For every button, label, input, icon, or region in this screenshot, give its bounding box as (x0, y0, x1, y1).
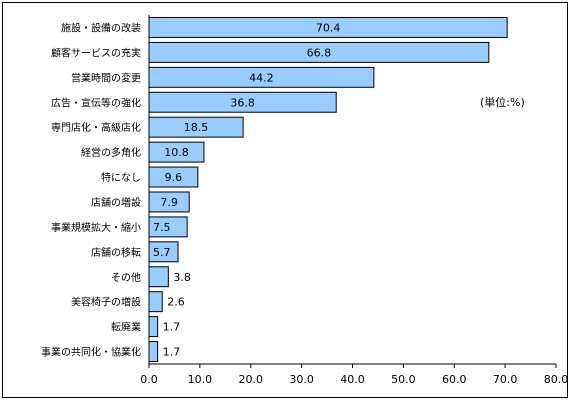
x-tick-label-1: 10.0 (188, 373, 213, 386)
bar-8 (148, 216, 188, 238)
bar-9 (148, 241, 179, 263)
value-label-11: 2.6 (167, 296, 185, 309)
x-tick-label-7: 70.0 (493, 373, 518, 386)
category-label-13: 事業の共同化・協業化 (41, 346, 141, 359)
value-label-13: 1.7 (163, 346, 181, 359)
value-label-2: 44.2 (249, 71, 274, 84)
bar-3 (148, 91, 337, 113)
bar-13 (148, 341, 159, 363)
value-label-5: 10.8 (164, 146, 189, 159)
value-label-1: 66.8 (307, 46, 332, 59)
category-label-7: 店舗の増設 (91, 196, 141, 209)
bars-group (148, 16, 508, 363)
category-label-4: 専門店化・高級店化 (51, 121, 141, 134)
value-label-10: 3.8 (173, 271, 191, 284)
category-label-3: 広告・宣伝等の強化 (51, 96, 141, 109)
category-label-2: 営業時間の変更 (71, 71, 141, 84)
category-label-1: 顧客サービスの充実 (51, 46, 141, 59)
x-tick-label-0: 0.0 (140, 373, 158, 386)
x-tick-label-2: 20.0 (239, 373, 264, 386)
x-tick-label-5: 50.0 (391, 373, 416, 386)
value-label-4: 18.5 (184, 121, 209, 134)
category-label-8: 事業規模拡大・縮小 (51, 221, 141, 234)
category-label-11: 美容椅子の増設 (71, 296, 141, 309)
category-labels-group: 施設・設備の改装顧客サービスの充実営業時間の変更広告・宣伝等の強化専門店化・高級… (41, 21, 141, 358)
bar-11 (148, 291, 163, 313)
bar-7 (148, 191, 190, 213)
bar-0 (148, 16, 508, 38)
bar-5 (148, 141, 205, 163)
value-label-0: 70.4 (316, 21, 341, 34)
value-label-7: 7.9 (160, 196, 178, 209)
x-tick-label-4: 40.0 (340, 373, 365, 386)
category-label-9: 店舗の移転 (91, 246, 141, 259)
value-label-8: 7.5 (153, 221, 171, 234)
category-label-5: 経営の多角化 (81, 146, 141, 159)
bar-10 (148, 266, 169, 288)
x-tick-label-8: 80.0 (544, 373, 569, 386)
category-label-0: 施設・設備の改装 (61, 21, 141, 34)
bar-4 (148, 116, 244, 138)
category-label-10: その他 (111, 271, 141, 284)
x-tick-label-3: 30.0 (289, 373, 314, 386)
value-label-6: 9.6 (165, 171, 183, 184)
category-label-12: 転廃業 (111, 321, 141, 334)
x-tick-label-6: 60.0 (442, 373, 467, 386)
bar-2 (148, 66, 375, 88)
category-label-6: 特になし (101, 172, 141, 184)
bar-12 (148, 316, 159, 338)
value-label-12: 1.7 (163, 321, 181, 334)
value-labels-group: 70.4 66.8 44.2 36.8 18.5 10.8 9.6 7.9 7.5 5.73.8 2… (153, 21, 340, 358)
x-ticks-group: 0.0 10.0 20.0 30.0 40.0 50.0 60.0 70.0 80.0 (140, 364, 568, 386)
value-label-3: 36.8 (230, 96, 255, 109)
unit-note: (単位:%) (480, 95, 525, 109)
bar-6 (148, 166, 199, 188)
bar-1 (148, 41, 490, 63)
value-label-9: 5.7 (153, 246, 171, 259)
